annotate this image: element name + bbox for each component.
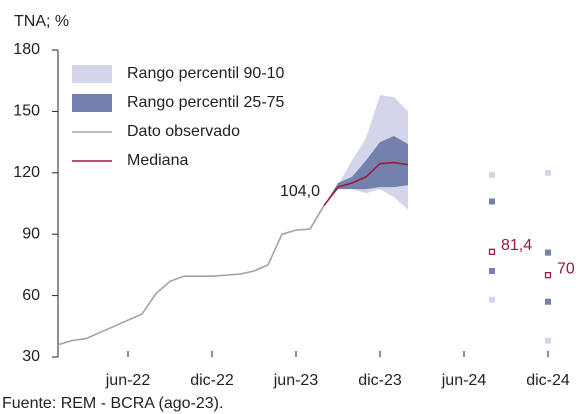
band-marker [489, 296, 495, 303]
y-tick-label: 180 [13, 41, 40, 58]
x-tick-label: jun-22 [105, 372, 151, 389]
y-tick-label: 150 [13, 103, 40, 120]
band [324, 135, 408, 206]
legend-label: Mediana [127, 152, 188, 169]
value-label: 70 [557, 260, 575, 277]
x-tick-label: dic-22 [190, 372, 234, 389]
line [57, 205, 325, 346]
legend-label: Rango percentil 25-75 [127, 94, 285, 111]
y-tick-label: 30 [22, 348, 40, 365]
band-marker [489, 171, 495, 178]
median-marker [488, 248, 496, 255]
x-tick-label: dic-24 [526, 372, 570, 389]
legend-swatch [72, 65, 112, 83]
y-tick-label: 60 [22, 287, 40, 304]
value-label: 104,0 [280, 183, 320, 200]
value-label: 81,4 [501, 237, 532, 254]
line [323, 161, 409, 207]
legend-swatch [72, 94, 112, 112]
y-tick-label: 90 [22, 225, 40, 242]
source: Fuente: REM - BCRA (ago-23). [2, 395, 223, 412]
band-marker [545, 298, 551, 305]
x-tick-label: jun-24 [441, 372, 487, 389]
band-marker [545, 337, 551, 344]
legend-label: Dato observado [127, 123, 240, 140]
x-tick-label: dic-23 [358, 372, 402, 389]
y-axis-label: TNA; % [14, 13, 69, 30]
band-marker [489, 198, 495, 205]
legend-label: Rango percentil 90-10 [127, 65, 285, 82]
median-marker [544, 271, 552, 279]
band-marker [489, 268, 495, 275]
band-marker [545, 249, 551, 256]
y-tick-label: 120 [13, 164, 40, 181]
x-tick-label: jun-23 [273, 372, 319, 389]
band-marker [545, 169, 551, 176]
